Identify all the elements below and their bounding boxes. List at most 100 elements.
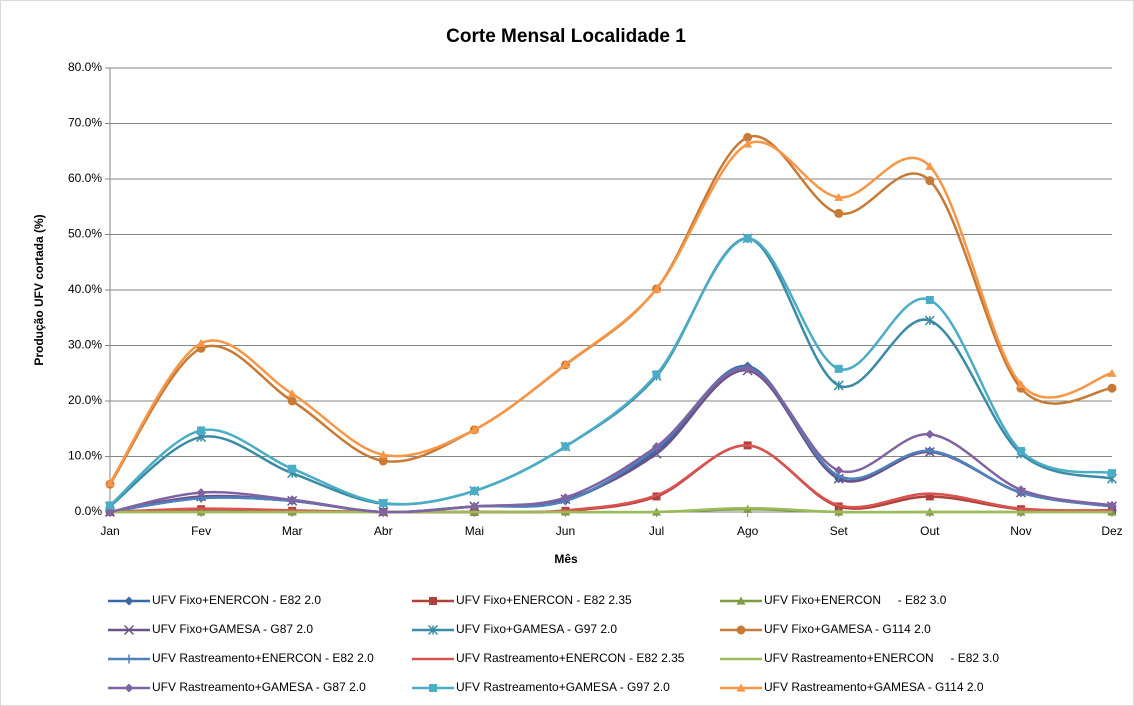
marker bbox=[743, 132, 753, 142]
marker bbox=[652, 442, 662, 452]
x-tick-label: Mar bbox=[282, 524, 303, 538]
x-tick-label: Mai bbox=[465, 524, 484, 538]
marker bbox=[1016, 446, 1025, 455]
x-tick-label: Set bbox=[830, 524, 849, 538]
marker bbox=[834, 208, 844, 218]
marker bbox=[560, 359, 570, 368]
y-tick-label: 0.0% bbox=[75, 504, 103, 518]
x-axis-title: Mês bbox=[554, 552, 578, 566]
line bbox=[109, 444, 1113, 514]
marker bbox=[429, 684, 437, 692]
x-tick-label: Nov bbox=[1010, 524, 1031, 538]
legend-label: UFV Fixo+ENERCON - E82 2.35 bbox=[456, 593, 632, 607]
marker bbox=[560, 493, 570, 503]
y-tick-label: 50.0% bbox=[68, 227, 102, 241]
marker bbox=[925, 492, 934, 501]
marker bbox=[834, 192, 844, 201]
chart-title: Corte Mensal Localidade 1 bbox=[446, 26, 686, 47]
marker bbox=[1016, 379, 1026, 388]
marker bbox=[427, 624, 439, 636]
legend-label: UFV Rastreamento+ENERCON - E82 2.0 bbox=[152, 651, 374, 665]
series bbox=[105, 364, 1117, 517]
marker bbox=[378, 456, 388, 466]
marker bbox=[196, 488, 206, 498]
marker bbox=[469, 425, 479, 434]
marker bbox=[925, 446, 935, 456]
x-tick-label: Out bbox=[920, 524, 940, 538]
x-tick-label: Dez bbox=[1101, 524, 1122, 538]
marker bbox=[652, 284, 662, 293]
marker bbox=[736, 596, 746, 605]
legend-label: UFV Fixo+ENERCON - E82 2.0 bbox=[152, 593, 321, 607]
y-tick-label: 30.0% bbox=[68, 338, 102, 352]
legend-label: UFV Fixo+GAMESA - G87 2.0 bbox=[152, 622, 313, 636]
marker bbox=[1107, 500, 1117, 510]
marker bbox=[925, 161, 935, 170]
legend-label: UFV Fixo+ENERCON - E82 3.0 bbox=[764, 593, 947, 607]
marker bbox=[1107, 383, 1117, 393]
legend-label: UFV Fixo+GAMESA - G114 2.0 bbox=[764, 622, 931, 636]
x-tick-label: Jul bbox=[649, 524, 664, 538]
marker bbox=[124, 683, 134, 693]
y-tick-label: 40.0% bbox=[68, 282, 102, 296]
marker bbox=[429, 597, 437, 605]
series bbox=[106, 234, 1116, 510]
legend-label: UFV Rastreamento+GAMESA - G114 2.0 bbox=[764, 680, 984, 694]
marker bbox=[470, 486, 479, 495]
marker bbox=[925, 176, 935, 186]
marker bbox=[378, 507, 388, 517]
marker bbox=[123, 624, 135, 636]
marker bbox=[736, 625, 746, 635]
marker bbox=[378, 450, 388, 459]
marker bbox=[287, 495, 297, 505]
line bbox=[109, 506, 1112, 514]
x-tick-label: Fev bbox=[191, 524, 211, 538]
legend-label: UFV Rastreamento+GAMESA - G87 2.0 bbox=[152, 680, 366, 694]
x-tick-label: Jan bbox=[100, 524, 119, 538]
series bbox=[109, 506, 1112, 514]
marker bbox=[124, 596, 134, 606]
y-tick-label: 20.0% bbox=[68, 393, 102, 407]
marker bbox=[924, 315, 935, 326]
marker bbox=[743, 234, 752, 243]
x-tick-label: Ago bbox=[737, 524, 759, 538]
marker bbox=[1108, 469, 1116, 478]
marker bbox=[469, 501, 479, 511]
y-axis-title: Produção UFV cortada (%) bbox=[32, 214, 46, 365]
y-tick-label: 80.0% bbox=[68, 60, 102, 74]
marker bbox=[834, 465, 844, 475]
legend-label: UFV Rastreamento+ENERCON - E82 3.0 bbox=[764, 651, 999, 665]
line bbox=[108, 140, 1113, 484]
marker bbox=[834, 364, 843, 373]
x-tick-label: Abr bbox=[374, 524, 393, 538]
marker bbox=[197, 426, 206, 435]
marker bbox=[736, 683, 746, 692]
x-tick-label: Jun bbox=[556, 524, 575, 538]
y-tick-label: 60.0% bbox=[68, 171, 102, 185]
marker bbox=[743, 139, 753, 148]
marker bbox=[106, 501, 114, 510]
marker bbox=[925, 429, 935, 439]
marker bbox=[105, 478, 115, 487]
marker bbox=[1107, 368, 1117, 377]
marker bbox=[652, 370, 661, 379]
marker bbox=[287, 389, 297, 398]
marker bbox=[1016, 485, 1026, 495]
marker bbox=[561, 442, 570, 451]
marker bbox=[124, 654, 134, 664]
legend-label: UFV Rastreamento+ENERCON - E82 2.35 bbox=[456, 651, 685, 665]
marker bbox=[379, 499, 388, 508]
marker bbox=[287, 396, 297, 406]
marker bbox=[196, 338, 206, 347]
marker bbox=[288, 464, 297, 473]
series bbox=[105, 139, 1117, 487]
marker bbox=[833, 380, 844, 391]
marker bbox=[105, 507, 115, 517]
legend-label: UFV Rastreamento+GAMESA - G97 2.0 bbox=[456, 680, 670, 694]
y-tick-label: 70.0% bbox=[68, 116, 102, 130]
series bbox=[109, 444, 1113, 514]
marker bbox=[925, 295, 934, 304]
legend-label: UFV Fixo+GAMESA - G97 2.0 bbox=[456, 622, 617, 636]
y-tick-label: 10.0% bbox=[68, 449, 102, 463]
